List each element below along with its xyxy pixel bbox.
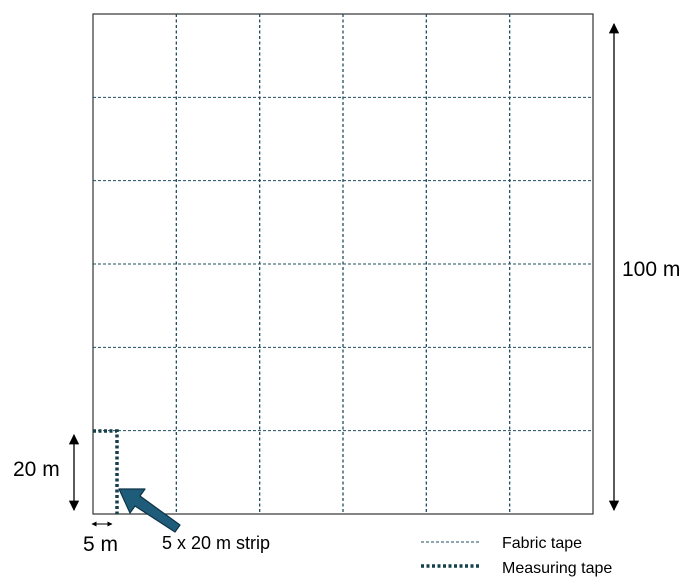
strip-pointer-arrow [118,488,181,533]
measuring-tape-strip [93,429,119,514]
fabric-tape-grid [93,14,593,514]
strip-caption: 5 x 20 m strip [162,533,270,553]
legend-measuring-tape-label: Measuring tape [502,560,612,577]
strip-height-label: 20 m [13,458,60,481]
strip-width-label: 5 m [83,533,118,556]
legend: Fabric tape Measuring tape [421,535,612,577]
legend-fabric-tape-label: Fabric tape [502,535,582,552]
total-side-label: 100 m [622,258,680,281]
